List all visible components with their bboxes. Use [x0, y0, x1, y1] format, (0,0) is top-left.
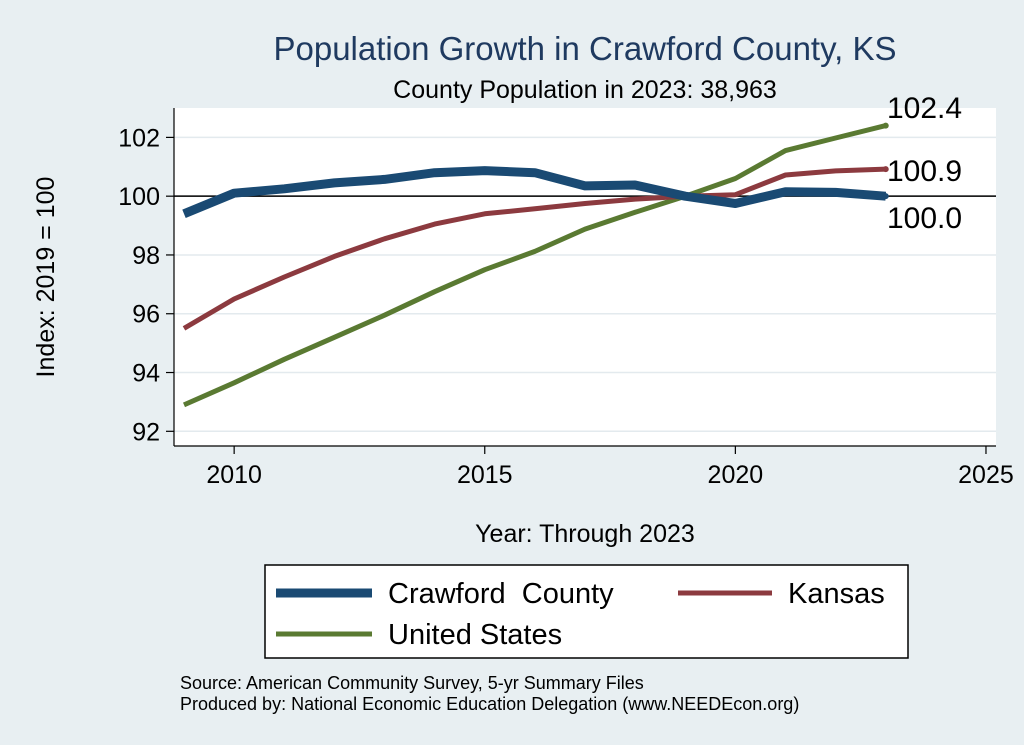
y-tick-label-100: 100 — [118, 183, 160, 211]
plot-area — [174, 108, 996, 446]
x-tick-label-2025: 2025 — [958, 461, 1014, 489]
x-tick-label-2010: 2010 — [206, 461, 262, 489]
legend-box — [264, 564, 909, 659]
series-group — [182, 122, 889, 408]
series-end-point-crawford-county — [882, 193, 889, 200]
x-tick-label-2020: 2020 — [708, 461, 764, 489]
y-tick-label-98: 98 — [132, 242, 160, 270]
x-tick-label-2015: 2015 — [457, 461, 513, 489]
series-line-united-states — [182, 123, 887, 408]
legend: Crawford County Kansas United States — [264, 564, 909, 659]
y-tick-label-92: 92 — [132, 418, 160, 446]
x-axis-title: Year: Through 2023 — [475, 520, 695, 548]
y-axis-title: Index: 2019 = 100 — [32, 177, 60, 378]
y-tick-label-96: 96 — [132, 301, 160, 329]
end-label-crawford-county: 100.0 — [887, 202, 962, 235]
legend-label-united-states: United States — [388, 619, 562, 651]
y-tick-label-102: 102 — [118, 124, 160, 152]
legend-label-kansas: Kansas — [788, 578, 885, 610]
series-end-point-kansas — [882, 166, 889, 173]
end-label-kansas: 100.9 — [887, 155, 962, 188]
producer-line: Produced by: National Economic Education… — [180, 694, 799, 714]
end-label-united-states: 102.4 — [887, 92, 962, 125]
axes: 92 94 96 98 100 102 2010 2015 2020 2025 — [118, 108, 1014, 489]
series-line-crawford-county — [182, 166, 887, 218]
end-labels: 100.0 100.9 102.4 — [887, 92, 962, 235]
source-line: Source: American Community Survey, 5-yr … — [180, 673, 644, 693]
series-end-point-united-states — [882, 122, 889, 129]
legend-label-crawford-county: Crawford County — [388, 578, 614, 610]
y-tick-label-94: 94 — [132, 360, 160, 388]
chart-title: Population Growth in Crawford County, KS — [273, 30, 896, 67]
chart-subtitle: County Population in 2023: 38,963 — [393, 76, 777, 104]
series-line-kansas — [182, 166, 886, 331]
